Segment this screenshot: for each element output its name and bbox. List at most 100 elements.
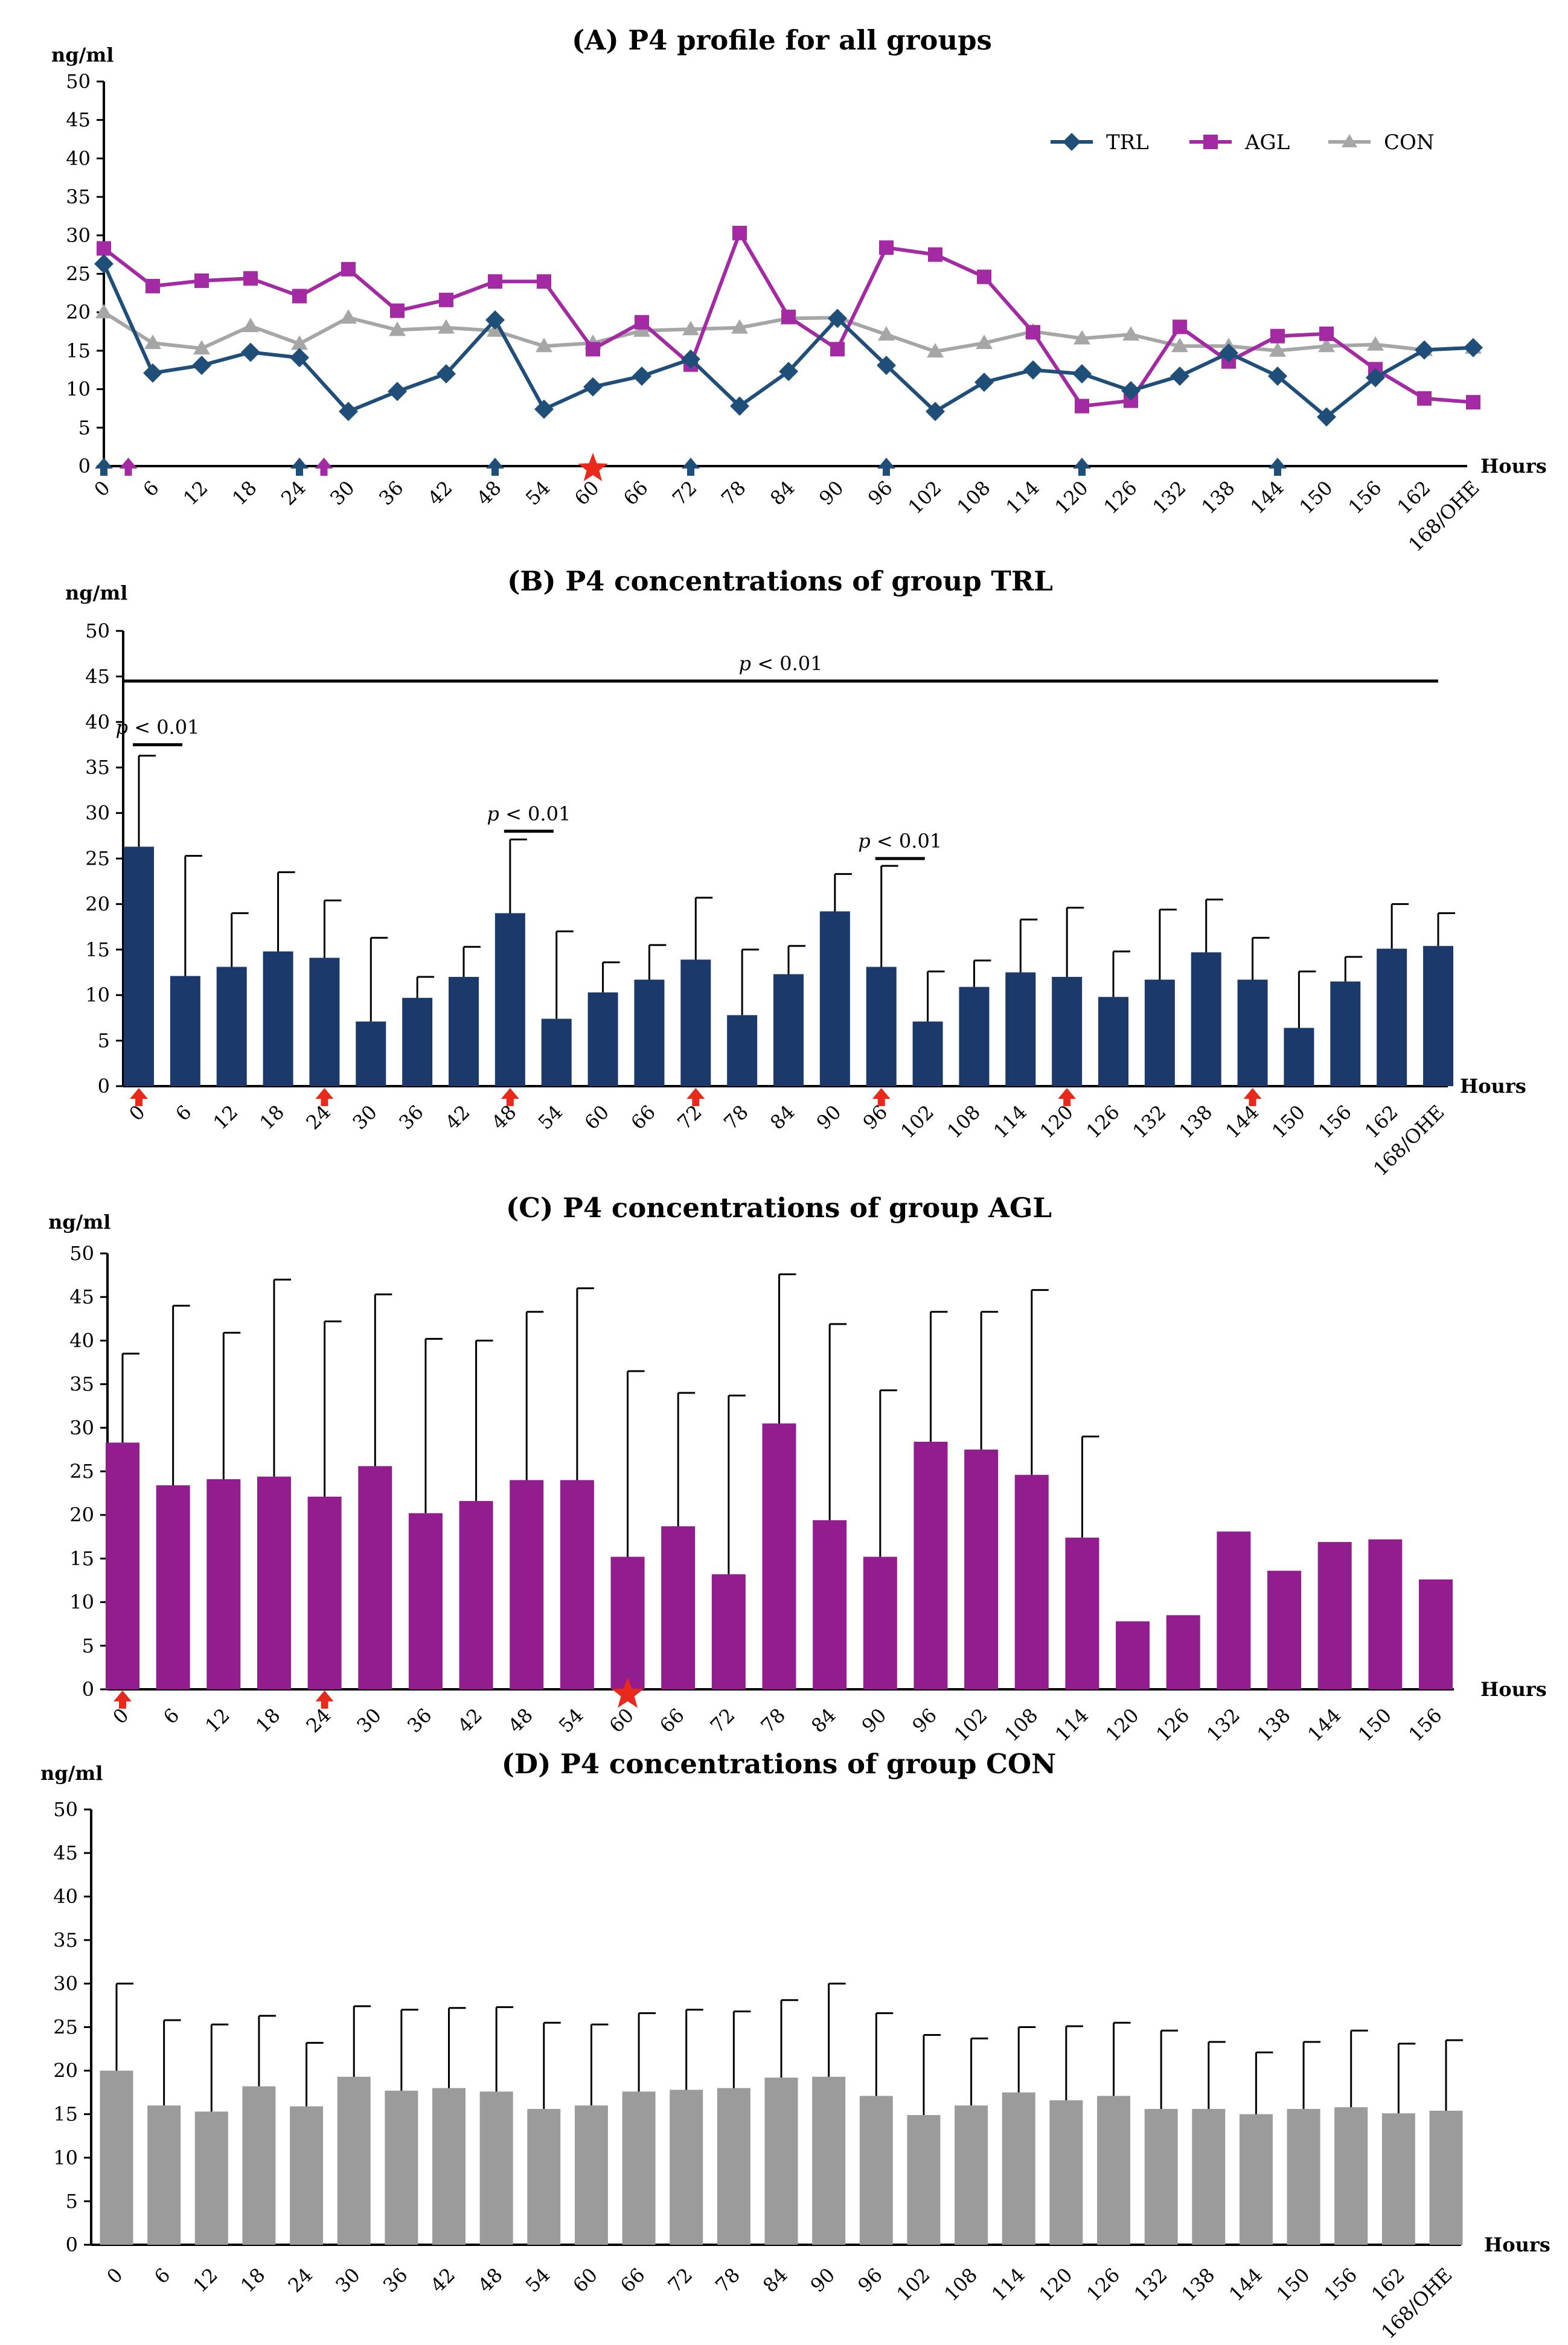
y-tick-label: 10 [69,1591,94,1614]
bar [290,2106,324,2245]
significance-threshold: < 0.01 [871,830,942,853]
bar [541,1019,572,1086]
y-tick-label: 40 [85,711,110,734]
bar [1065,1537,1099,1689]
y-tick-label: 35 [66,185,91,208]
y-tick-label: 15 [85,938,110,961]
x-tick-label: 6 [171,1101,196,1125]
data-point-agl [488,274,502,289]
x-tick-label: 54 [534,1101,568,1134]
data-point-con [95,304,112,319]
x-tick-label: 126 [1082,1101,1124,1143]
x-tick-label: 90 [857,1704,891,1738]
y-tick-label: 45 [66,109,91,132]
x-tick-label: 30 [331,2263,365,2297]
bar [449,977,479,1086]
data-point-agl [732,225,747,240]
legend-label-agl: AGL [1244,130,1290,155]
data-point-con [878,326,895,341]
bar [216,967,247,1086]
data-point-trl [1219,343,1238,363]
y-tick-label: 0 [98,1075,110,1098]
bar [1005,972,1036,1086]
star-icon [578,453,608,481]
y-tick-label: 10 [53,2146,78,2169]
x-tick-label: 78 [719,1101,753,1134]
x-tick-label: 132 [1202,1704,1244,1746]
x-tick-label: 60 [605,1704,639,1738]
y-axis-label: ng/ml [40,1762,103,1785]
data-point-con [1367,336,1384,351]
bar [1368,1539,1403,1689]
x-tick-label: 144 [1221,1101,1263,1143]
x-tick-label: 156 [1319,2263,1362,2306]
x-tick-label: 54 [521,476,555,510]
y-tick-label: 0 [66,2233,78,2256]
data-point-agl [1173,319,1187,334]
bar [1377,949,1407,1086]
x-tick-label: 48 [487,1101,521,1134]
x-tick-label: 132 [1128,1101,1170,1143]
bar [1284,1028,1314,1086]
bar [459,1501,493,1689]
legend-marker-trl [1063,133,1081,151]
data-point-con [976,334,993,350]
bar [1239,2114,1273,2245]
bar [1423,945,1453,1086]
x-tick-label: 84 [766,476,799,510]
x-axis-label: Hours [1480,455,1547,478]
red-arrow-icon [315,1691,334,1709]
y-tick-label: 20 [66,301,91,324]
x-tick-label: 6 [150,2263,174,2288]
star-icon [611,1677,644,1708]
y-tick-label: 5 [98,1029,110,1052]
bar [819,911,850,1086]
data-point-con [242,318,259,333]
data-point-agl [390,303,405,318]
data-point-trl [632,366,651,386]
x-tick-label: 30 [348,1101,382,1134]
data-point-con [340,309,357,324]
y-tick-label: 30 [66,224,91,247]
data-point-trl [437,364,456,384]
data-point-agl [635,315,649,330]
bar [1002,2092,1035,2245]
chart-title: (D) P4 concentrations of group CON [502,1748,1056,1780]
purple-arrow-icon [119,458,138,476]
data-point-agl [781,309,796,324]
bar [764,2078,798,2245]
bar [670,2090,703,2245]
y-tick-label: 25 [69,1460,94,1483]
blue-arrow-icon [486,458,504,476]
bar [510,1480,544,1689]
x-tick-label: 132 [1148,476,1191,519]
x-tick-label: 108 [939,2263,982,2306]
data-point-trl [485,310,505,330]
bar [863,1556,897,1689]
data-point-trl [1268,366,1287,386]
bar [914,1441,948,1689]
significance-threshold: < 0.01 [499,802,571,825]
data-point-agl [1026,325,1040,340]
bar [263,951,293,1086]
data-point-trl [1415,340,1434,360]
x-tick-label: 36 [394,1101,428,1134]
bar [242,2086,276,2245]
significance-label: p < 0.01 [116,716,200,739]
bar [773,974,804,1086]
panel-d-bar-chart: (D) P4 concentrations of group CON ng/ml H… [40,1748,1550,2343]
legend-label-trl: TRL [1106,130,1149,155]
x-tick-label: 66 [619,476,653,510]
bar [907,2115,941,2245]
chart-title: (B) P4 concentrations of group TRL [507,565,1053,597]
y-tick-label: 25 [66,263,91,286]
bar [1097,2096,1130,2245]
blue-arrow-icon [1269,458,1287,476]
x-tick-label: 18 [255,1101,289,1134]
data-point-trl [730,396,749,416]
significance-p-symbol: p [116,716,128,739]
x-tick-label: 66 [616,2263,650,2297]
x-tick-label: 120 [1034,2263,1077,2306]
y-tick-label: 35 [53,1928,78,1951]
x-tick-label: 126 [1099,476,1142,519]
